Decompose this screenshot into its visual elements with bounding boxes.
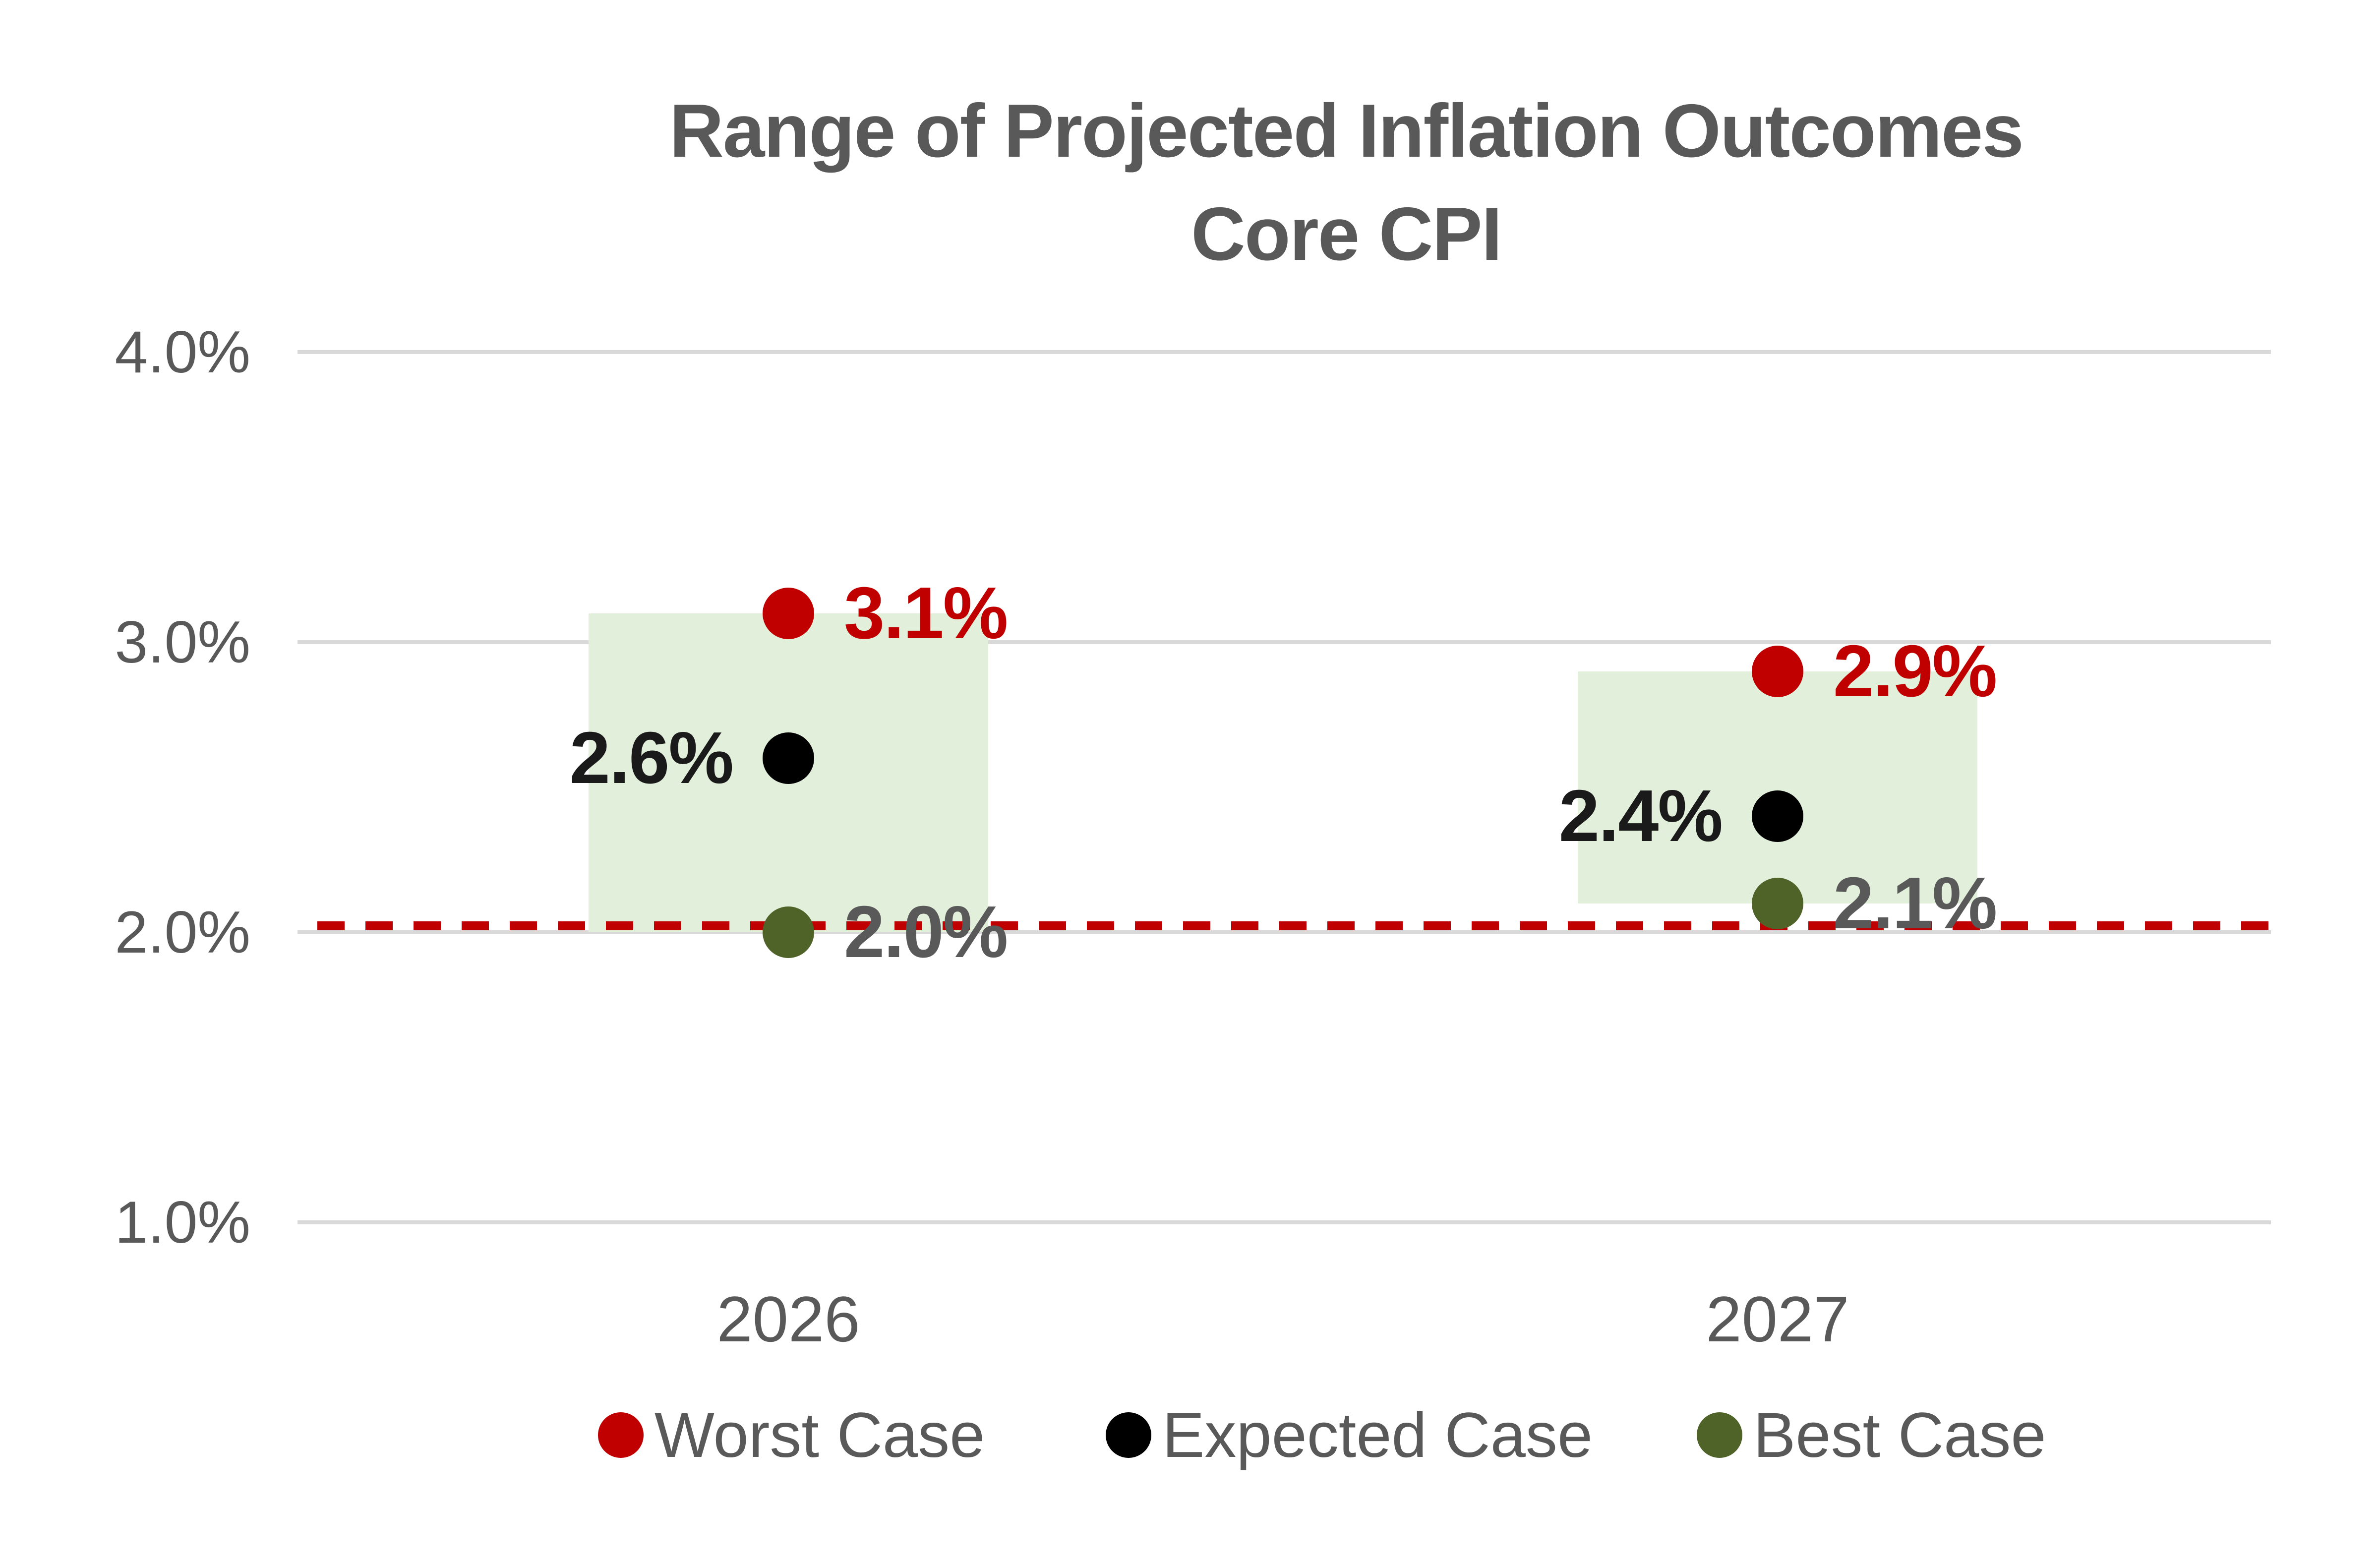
legend-item: Best Case bbox=[1697, 1400, 2046, 1471]
legend-swatch bbox=[598, 1412, 644, 1458]
y-tick-label: 2.0% bbox=[115, 899, 250, 965]
data-point-dot bbox=[1752, 645, 1803, 697]
legend-swatch bbox=[1697, 1412, 1742, 1458]
x-category-label: 2027 bbox=[1706, 1283, 1849, 1355]
legend-item: Expected Case bbox=[1106, 1400, 1593, 1471]
range-box bbox=[1578, 671, 1977, 903]
data-point-label: 2.6% bbox=[569, 717, 734, 799]
data-point-label: 2.1% bbox=[1833, 862, 1997, 944]
chart-title-block: Range of Projected Inflation Outcomes Co… bbox=[322, 79, 2370, 286]
data-point-dot bbox=[1752, 790, 1803, 842]
chart-subtitle: Core CPI bbox=[1191, 192, 1502, 276]
data-point-label: 3.1% bbox=[844, 572, 1008, 654]
y-tick-label: 3.0% bbox=[115, 609, 250, 675]
gridline bbox=[298, 350, 2271, 354]
y-tick-label: 1.0% bbox=[115, 1189, 250, 1256]
y-tick-label: 4.0% bbox=[115, 319, 250, 385]
data-point-label: 2.0% bbox=[844, 891, 1008, 973]
gridline bbox=[298, 640, 2271, 644]
legend-label: Expected Case bbox=[1162, 1399, 1593, 1471]
x-category-label: 2026 bbox=[716, 1283, 860, 1355]
gridline bbox=[298, 1220, 2271, 1224]
legend-label: Best Case bbox=[1753, 1399, 2046, 1471]
data-point-label: 2.4% bbox=[1558, 775, 1723, 857]
data-point-dot bbox=[1752, 877, 1803, 929]
data-point-dot bbox=[763, 906, 814, 958]
gridline bbox=[298, 930, 2271, 934]
legend-item: Worst Case bbox=[598, 1400, 985, 1471]
legend-swatch bbox=[1106, 1412, 1151, 1458]
data-point-label: 2.9% bbox=[1833, 630, 1997, 712]
data-point-dot bbox=[763, 587, 814, 639]
legend-label: Worst Case bbox=[654, 1399, 985, 1471]
data-point-dot bbox=[763, 732, 814, 784]
chart-title: Range of Projected Inflation Outcomes bbox=[669, 89, 2024, 173]
